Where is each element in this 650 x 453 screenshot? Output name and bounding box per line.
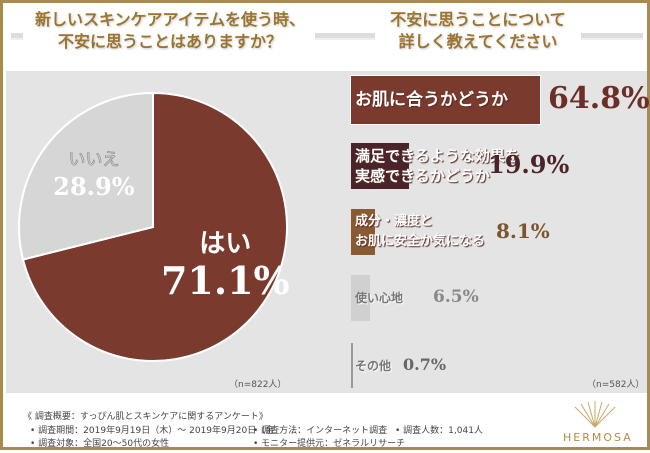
bar-label-line: 使い心地 (355, 291, 404, 305)
bar-label: 使い心地 (355, 288, 403, 308)
pie-label: はい (199, 229, 251, 259)
bar-value-label: 8.1% (496, 219, 550, 243)
survey-count: • 調査人数：1,041人 (395, 426, 483, 436)
bar-label: 満足できるような効果を 実感できるかどうか (355, 146, 520, 186)
bar-note: （n=582人） (587, 380, 645, 390)
bar-4 (351, 343, 354, 388)
title-rule (315, 33, 375, 40)
pie-value-label: 71.1% (161, 258, 290, 303)
bar-label-line: お肌に安全か気になる (355, 234, 486, 249)
survey-method: • 調査方法：インターネット調査 (253, 426, 388, 436)
pie-title: 新しいスキンケアアイテムを使う時、不安に思うことはありますか？ (35, 10, 305, 51)
survey-summary: 《 調査概要：すっぴん肌とスキンケアに関するアンケート》 (23, 412, 268, 422)
hermosa-logo-icon (574, 401, 616, 428)
bar-value-label: 19.9% (488, 150, 570, 180)
bar-value-label: 0.7% (403, 355, 447, 375)
bar-value-label: 64.8% (548, 80, 650, 116)
pie-note: （n=822人） (229, 380, 287, 390)
bar-title: 不安に思うことについて詳しく教えてください (390, 10, 566, 51)
pie-label: いいえ (68, 150, 119, 170)
survey-provider: • モニター提供元：ゼネラルリサーチ (253, 439, 406, 449)
title-rule (581, 33, 643, 40)
bar-value-label: 6.5% (433, 286, 479, 307)
title-rule (11, 33, 23, 40)
bar-label-line: 成分・濃度と (355, 214, 434, 229)
bar-label-line: その他 (355, 358, 392, 373)
pie-value-label: 28.9% (53, 172, 134, 201)
bar-label: お肌に合うかどうか (355, 90, 508, 110)
bar-label-line: 満足できるような効果を (355, 147, 520, 165)
brand-name: HERMOSA (563, 431, 633, 444)
bar-label: 成分・濃度とお肌に安全か気になる (355, 212, 485, 252)
bar-1 (351, 143, 410, 189)
survey-target: • 調査対象：全国20～50代の女性 (30, 439, 170, 449)
bar-label-line: お肌に合うかどうか (355, 90, 508, 110)
bar-label: その他 (355, 356, 391, 376)
bar-2 (351, 209, 375, 255)
pie-slice-0 (21, 91, 288, 362)
bar-label-line: 実感できるかどうか (355, 167, 490, 185)
bar-3 (351, 275, 370, 321)
pie-slice-1 (18, 91, 154, 261)
survey-period: • 調査期間：2019年9月19日（木）～ 2019年9月20日（金 (30, 426, 275, 436)
bar-0 (351, 76, 541, 124)
